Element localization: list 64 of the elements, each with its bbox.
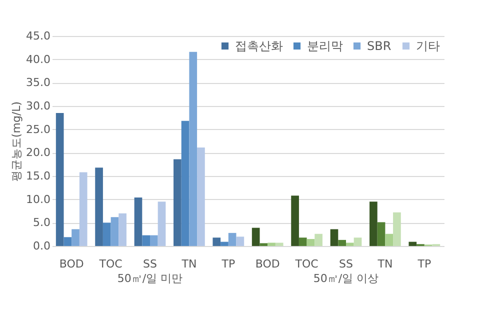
x-tick-label: TP xyxy=(416,258,432,270)
text: 50㎥/일 미만 xyxy=(117,272,183,285)
y-tick-label: 15.0 xyxy=(26,170,50,182)
y-tick-label: 30.0 xyxy=(26,100,50,112)
bar xyxy=(142,235,150,246)
bar xyxy=(370,202,378,246)
legend-label: SBR xyxy=(367,39,392,53)
bar xyxy=(189,52,198,246)
x-tick-label: SS xyxy=(339,258,353,270)
bar xyxy=(298,238,307,246)
bar xyxy=(385,234,394,246)
y-tick-label: 5.0 xyxy=(33,216,50,230)
x-tick-label: TOC xyxy=(294,258,319,270)
bar xyxy=(158,202,166,246)
bar xyxy=(72,229,80,246)
bar xyxy=(252,228,260,246)
x-tick-label: TP xyxy=(220,258,236,270)
x-tick-label: BOD xyxy=(255,258,280,270)
bar xyxy=(275,242,284,246)
bar xyxy=(291,196,299,246)
bar xyxy=(408,242,417,246)
bar xyxy=(236,236,244,246)
bar xyxy=(314,234,322,246)
bar xyxy=(95,168,103,246)
y-tick-label: 35.0 xyxy=(26,76,50,90)
x-tick-label: TOC xyxy=(98,258,123,270)
y-tick-label: 0.0 xyxy=(33,240,50,252)
bar xyxy=(102,222,111,246)
y-tick-label: 10.0 xyxy=(26,192,50,206)
bar xyxy=(79,172,88,246)
bar xyxy=(118,213,126,246)
bar xyxy=(346,242,354,246)
bar xyxy=(220,242,228,246)
x-tick-label: TN xyxy=(376,258,393,270)
bar xyxy=(338,240,346,246)
bar xyxy=(393,212,401,246)
bar xyxy=(64,237,72,246)
bar xyxy=(174,159,182,246)
text: 50㎥/일 이상 xyxy=(313,272,379,285)
x-tick-label: TN xyxy=(180,258,197,270)
y-axis-title: 평균농도(mg/L) xyxy=(10,101,24,182)
bar xyxy=(330,229,338,246)
bar xyxy=(181,120,190,246)
bar xyxy=(306,239,315,246)
bar xyxy=(110,217,119,246)
x-tick-label: BOD xyxy=(59,258,84,270)
bar xyxy=(228,232,236,246)
bar xyxy=(268,242,276,246)
bar xyxy=(150,235,158,246)
y-tick-label: 45.0 xyxy=(26,30,50,42)
bar xyxy=(260,243,268,246)
y-tick-label: 25.0 xyxy=(26,122,50,136)
x-tick-label: SS xyxy=(143,258,157,270)
y-tick-label: 40.0 xyxy=(26,52,50,66)
bar xyxy=(134,197,142,246)
bar xyxy=(197,148,205,246)
bar xyxy=(212,238,221,246)
y-tick-label: 20.0 xyxy=(26,146,50,160)
bar xyxy=(377,222,386,246)
legend-label: 기타 xyxy=(416,39,440,53)
bar xyxy=(56,113,64,246)
legend-label: 분리막 xyxy=(307,39,343,53)
legend-label: 접촉산화 xyxy=(235,39,283,53)
bar xyxy=(354,238,362,246)
